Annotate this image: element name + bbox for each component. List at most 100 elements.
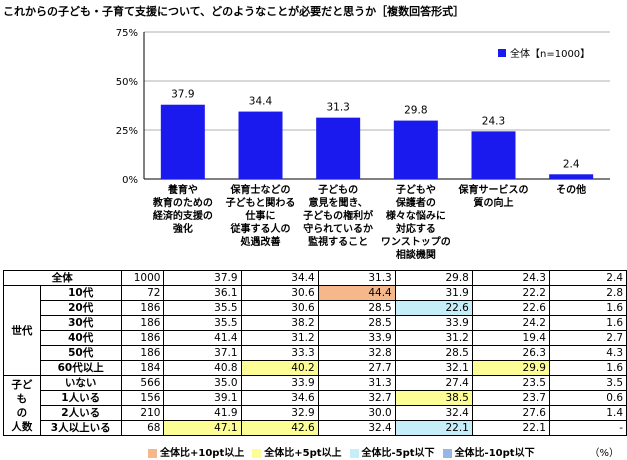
row-label: 全体 (3, 270, 122, 286)
table-cell: 41.9 (163, 405, 242, 421)
table-cell: 44.4 (317, 285, 396, 301)
table-cell: 39.1 (163, 390, 242, 406)
row-label: 10代 (39, 285, 122, 301)
table-row: 3人以上いる 68 47.1 42.6 32.4 22.1 22.1- (4, 420, 627, 436)
table-cell: 40.2 (240, 360, 319, 376)
table-cell: 41.4 (163, 330, 242, 346)
row-label: 60代以上 (39, 360, 122, 376)
data-table: 全体 1000 37.9 34.4 31.3 29.8 24.3 2.4 世代 10代 72 36.1… (3, 270, 627, 436)
highlight-legend-item: 全体比-10pt以下 (442, 444, 535, 459)
table-row: 60代以上 184 40.8 40.2 27.7 32.1 29.9 1.6 (4, 360, 627, 376)
table-cell: 2.4 (548, 270, 627, 286)
row-label: 50代 (39, 345, 122, 361)
bar (549, 174, 594, 179)
row-label: 20代 (39, 300, 122, 316)
table-cell: 22.6 (394, 300, 473, 316)
data-label: 2.4 (563, 158, 580, 170)
sample-size: 186 (120, 300, 165, 316)
table-row: 30代 186 35.5 38.2 28.5 33.9 24.2 1.6 (4, 315, 627, 331)
table-cell: 22.6 (471, 300, 550, 316)
table-cell: 3.5 (548, 375, 627, 391)
y-tick-label: 50% (116, 77, 138, 88)
table-cell: 38.5 (394, 390, 473, 406)
table-cell: 32.8 (317, 345, 396, 361)
table-cell: 33.9 (317, 330, 396, 346)
row-label: 2人いる (39, 405, 122, 421)
table-cell: 47.1 (163, 420, 242, 436)
sample-size: 210 (120, 405, 165, 421)
table-cell: 28.5 (394, 345, 473, 361)
table-cell: 0.6 (548, 390, 627, 406)
table-cell: 4.3 (548, 345, 627, 361)
unit-label: （%） (589, 448, 619, 459)
table-cell: 23.5 (471, 375, 550, 391)
table-cell: 33.9 (394, 315, 473, 331)
table-cell: 38.2 (240, 315, 319, 331)
table-cell: 34.6 (240, 390, 319, 406)
table-cell: 19.4 (471, 330, 550, 346)
table-cell: 1.4 (548, 405, 627, 421)
category-label: 子どもの 意見を聞き、 子どもの権利が 守られているか 監視すること (303, 185, 374, 248)
legend-text: 全体比-10pt以下 (454, 448, 535, 459)
highlight-legend-item: 全体比-5pt以下 (349, 444, 435, 459)
table-cell: 40.8 (163, 360, 242, 376)
sample-size: 186 (120, 315, 165, 331)
data-label: 24.3 (482, 115, 505, 127)
table-row: 世代 10代 72 36.1 30.6 44.4 31.9 22.2 2.8 (3, 285, 627, 376)
sample-size: 1000 (120, 270, 165, 286)
table-cell: 24.3 (471, 270, 550, 286)
table-row: 子ども の 人数 いない 566 35.0 33.9 31.3 27.4 23.5 3.5 (3, 375, 627, 436)
table-cell: 1.6 (548, 315, 627, 331)
table-cell: 33.9 (240, 375, 319, 391)
bar-chart: 0% 25% 50% 75% 37.9 34.4 31.3 29.8 24.3 2.4 全体【n=1… (116, 28, 610, 186)
bar (471, 131, 516, 179)
bar (238, 111, 283, 179)
table-cell: 32.9 (240, 405, 319, 421)
table-cell: 32.7 (317, 390, 396, 406)
legend-text: 全体比-5pt以下 (361, 448, 435, 459)
y-tick-label: 0% (122, 175, 138, 186)
bar (316, 117, 361, 179)
table-cell: 26.3 (471, 345, 550, 361)
table-row: 2人いる 210 41.9 32.9 30.0 32.4 27.6 1.4 (4, 405, 627, 421)
table-cell: 23.7 (471, 390, 550, 406)
category-label: 保育士などの 子どもと関わる 仕事に 従事する人の 処遇改善 (225, 185, 296, 248)
table-cell: 31.3 (317, 375, 396, 391)
table-cell: 28.5 (317, 300, 396, 316)
table-cell: 29.8 (394, 270, 473, 286)
sample-size: 156 (120, 390, 165, 406)
table-cell: 30.6 (240, 300, 319, 316)
sample-size: 184 (120, 360, 165, 376)
table-cell: 34.4 (240, 270, 319, 286)
table-cell: 36.1 (163, 285, 242, 301)
data-label: 34.4 (249, 96, 273, 108)
highlight-legend-item: 全体比+5pt以上 (252, 444, 342, 459)
legend-text: 全体比+10pt以上 (160, 448, 245, 459)
table-cell: 32.4 (394, 405, 473, 421)
table-cell: 42.6 (240, 420, 319, 436)
data-label: 31.3 (326, 102, 349, 114)
table-cell: 30.0 (317, 405, 396, 421)
table-cell: 33.3 (240, 345, 319, 361)
table-cell: 31.2 (240, 330, 319, 346)
table-cell: - (548, 420, 627, 436)
category-label: 子どもや 保護者の 様々な悩みに 対応する ワンストップの 相談機関 (380, 185, 451, 261)
table-row: 1人いる 156 39.1 34.6 32.7 38.5 23.7 0.6 (4, 390, 627, 406)
table-cell: 31.3 (317, 270, 396, 286)
category-label: 養育や 教育のための 経済的支援の 強化 (152, 185, 213, 235)
highlight-legend: 全体比+10pt以上 全体比+5pt以上 全体比-5pt以下 全体比-10pt以下 (148, 444, 535, 459)
sample-size: 68 (120, 420, 165, 436)
table-cell: 32.1 (394, 360, 473, 376)
table-cell: 37.9 (163, 270, 242, 286)
row-label: 30代 (39, 315, 122, 331)
y-tick-label: 75% (116, 28, 138, 39)
table-cell: 30.6 (240, 285, 319, 301)
legend-swatch (148, 448, 157, 458)
row-label: いない (39, 375, 122, 391)
row-label: 40代 (39, 330, 122, 346)
legend-label: 全体【n=1000】 (510, 47, 590, 60)
table-row: 20代 186 35.5 30.6 28.5 22.6 22.6 1.6 (4, 300, 627, 316)
table-cell: 28.5 (317, 315, 396, 331)
y-tick-label: 25% (116, 126, 138, 137)
table-cell: 31.2 (394, 330, 473, 346)
